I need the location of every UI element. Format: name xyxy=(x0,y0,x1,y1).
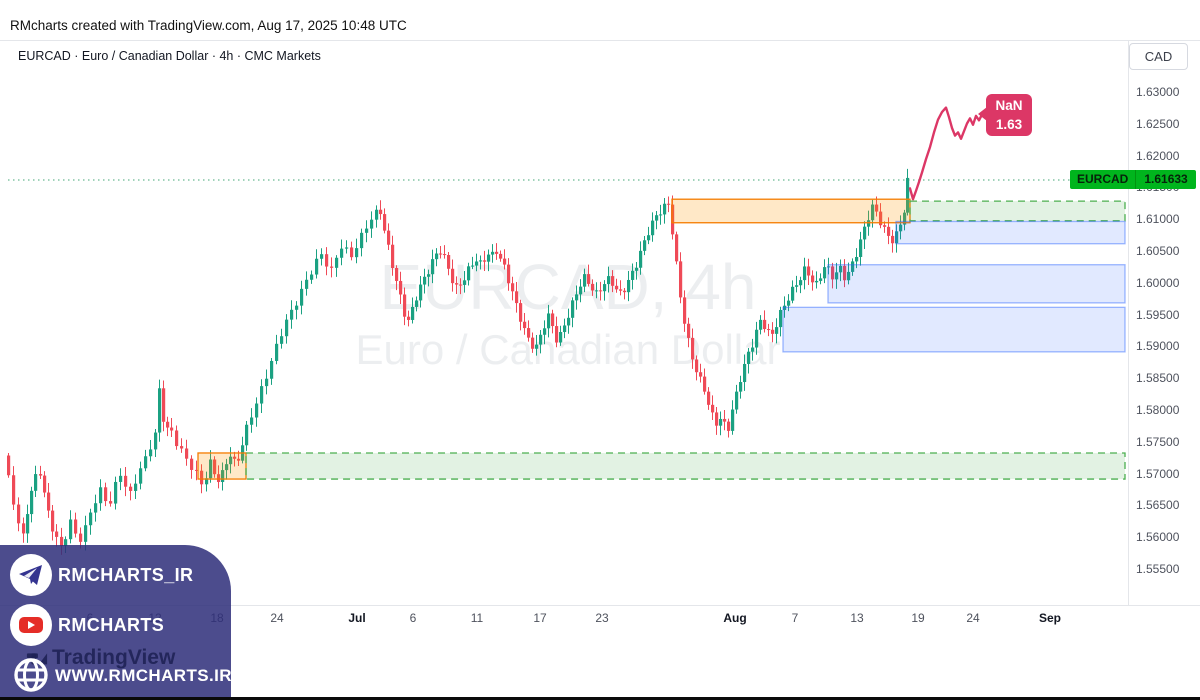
telegram-icon xyxy=(10,554,52,596)
time-axis-divider xyxy=(0,605,1200,606)
price-tick-label: 1.60500 xyxy=(1136,244,1180,258)
price-tick-label: 1.62500 xyxy=(1136,116,1180,131)
price-tick-label: 1.55500 xyxy=(1136,562,1180,576)
symbol-title: EURCAD · Euro / Canadian Dollar · 4h · C… xyxy=(18,49,321,63)
price-tick-label: 1.61000 xyxy=(1136,212,1180,227)
time-tick-label: 6 xyxy=(409,611,417,625)
currency-button[interactable]: CAD xyxy=(1129,43,1188,70)
projection-label-pointer xyxy=(978,107,987,121)
price-tick-label: 1.57500 xyxy=(1136,434,1180,449)
time-tick-label: 11 xyxy=(470,611,484,625)
zone-blue-zone-middle xyxy=(827,264,1126,304)
last-price-tag: EURCAD 1.61633 xyxy=(1070,170,1196,190)
last-price-value: 1.61633 xyxy=(1136,170,1196,190)
time-tick-label: 24 xyxy=(966,611,980,625)
price-tick-label: 1.57000 xyxy=(1136,466,1180,481)
globe-icon xyxy=(14,658,48,692)
zones-layer[interactable] xyxy=(197,198,1126,480)
projection-label-line1: NaN xyxy=(995,98,1023,113)
last-price-symbol: EURCAD xyxy=(1070,170,1137,190)
zone-orange-demand-left xyxy=(197,452,247,480)
price-tick-label: 1.59500 xyxy=(1136,307,1180,322)
zone-blue-zone-lower xyxy=(782,306,1126,353)
price-tick-label: 1.63000 xyxy=(1136,85,1180,99)
price-tick-label: 1.58500 xyxy=(1136,371,1180,386)
price-tick-label: 1.59000 xyxy=(1136,339,1180,354)
header-divider xyxy=(0,40,1200,41)
zone-orange-supply-top xyxy=(671,198,911,224)
tradingview-logo-text: TradingView xyxy=(52,646,176,669)
zone-blue-zone-upper xyxy=(895,220,1126,245)
time-tick-label: 17 xyxy=(533,611,547,625)
telegram-handle: RMCHARTS_IR xyxy=(58,565,194,585)
bottom-edge-bar xyxy=(0,697,1200,700)
projection-price-label[interactable]: NaN 1.63 xyxy=(978,94,1032,136)
projection-line xyxy=(908,106,987,201)
projection-label-line2: 1.63 xyxy=(995,117,1023,132)
time-tick-label: 19 xyxy=(911,611,925,625)
time-tick-label: 7 xyxy=(791,611,799,625)
time-tick-label: 23 xyxy=(595,611,609,625)
youtube-handle: RMCHARTS xyxy=(58,615,165,635)
zone-green-zone-topright xyxy=(909,200,1126,222)
export-caption: RMcharts created with TradingView.com, A… xyxy=(10,18,407,33)
price-tick-label: 1.58000 xyxy=(1136,403,1180,417)
time-tick-label: 24 xyxy=(270,611,284,625)
price-axis-divider xyxy=(1128,40,1129,605)
time-tick-label: Sep xyxy=(1038,611,1061,625)
time-tick-label: 13 xyxy=(850,611,864,625)
price-tick-label: 1.56500 xyxy=(1136,498,1180,513)
zone-green-demand-bottom xyxy=(245,452,1126,480)
price-tick-label: 1.62000 xyxy=(1136,148,1180,163)
time-tick-label: Jul xyxy=(348,611,366,625)
time-tick-label: Aug xyxy=(723,611,747,625)
youtube-icon xyxy=(10,604,52,646)
price-tick-label: 1.56000 xyxy=(1136,530,1180,545)
website-url: WWW.RMCHARTS.IR xyxy=(55,666,232,685)
price-tick-label: 1.60000 xyxy=(1136,275,1180,290)
candles-layer xyxy=(7,168,910,555)
